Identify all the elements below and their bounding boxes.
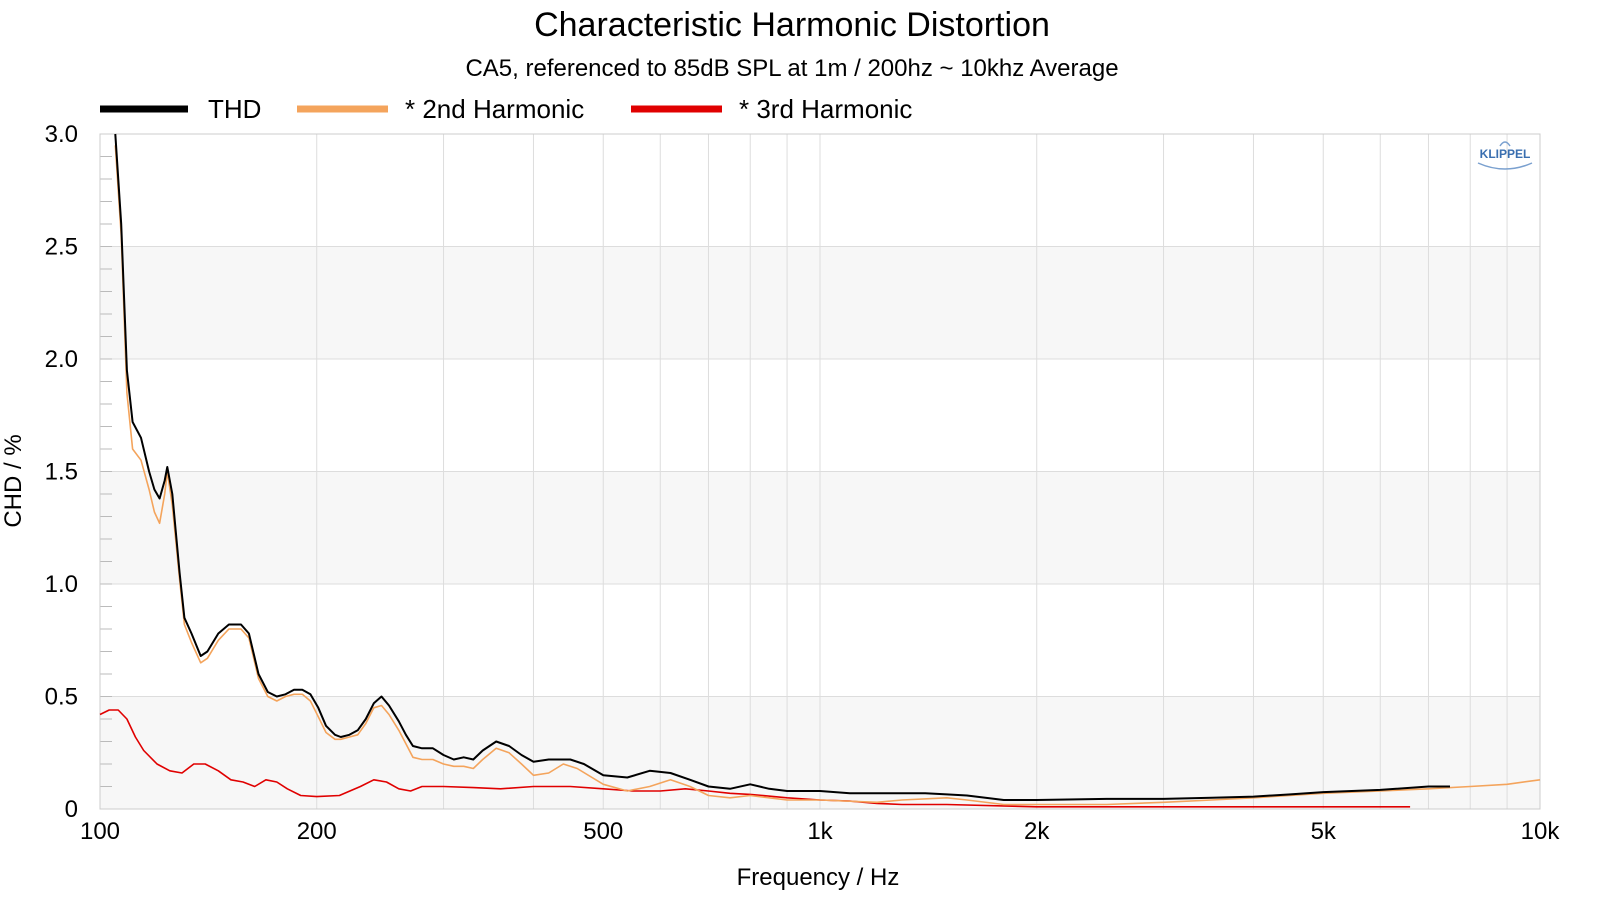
y-axis-label: CHD / % (0, 434, 27, 527)
legend-label-thd: THD (208, 94, 261, 124)
x-axis-ticks: 100 200 500 1k 2k 5k 10k (80, 818, 1560, 845)
klippel-logo-text: KLIPPEL (1480, 147, 1531, 161)
y-tick-label: 2.5 (45, 234, 78, 261)
series-line-thd (114, 133, 1450, 801)
x-tick-label: 2k (1024, 818, 1050, 845)
x-tick-label: 5k (1311, 818, 1337, 845)
y-tick-label: 1.5 (45, 459, 78, 486)
x-tick-label: 1k (807, 818, 833, 845)
chart-subtitle: CA5, referenced to 85dB SPL at 1m / 200h… (465, 55, 1118, 82)
y-tick-label: 0 (65, 796, 78, 823)
x-tick-label: 200 (297, 818, 337, 845)
x-tick-label: 500 (583, 818, 623, 845)
klippel-logo-arc (1477, 162, 1533, 170)
y-axis-ticks: 0 0.5 1.0 1.5 2.0 2.5 3.0 (45, 121, 78, 823)
series-line-2nd-harmonic (114, 145, 1541, 806)
y-tick-label: 3.0 (45, 121, 78, 148)
klippel-logo: KLIPPEL (1477, 141, 1533, 170)
x-tick-label: 10k (1521, 818, 1561, 845)
plot-frame (99, 133, 1541, 810)
plot-area (99, 133, 1541, 810)
legend-label-3rd-harmonic: * 3rd Harmonic (739, 94, 912, 124)
legend: THD * 2nd Harmonic * 3rd Harmonic (100, 94, 912, 124)
y-tick-label: 2.0 (45, 346, 78, 373)
x-tick-label: 100 (80, 818, 120, 845)
y-tick-label: 0.5 (45, 684, 78, 711)
x-axis-label: Frequency / Hz (737, 864, 900, 891)
klippel-logo-arc-top (1499, 141, 1511, 147)
legend-label-2nd-harmonic: * 2nd Harmonic (405, 94, 584, 124)
y-tick-label: 1.0 (45, 571, 78, 598)
chart-title: Characteristic Harmonic Distortion (534, 6, 1050, 44)
